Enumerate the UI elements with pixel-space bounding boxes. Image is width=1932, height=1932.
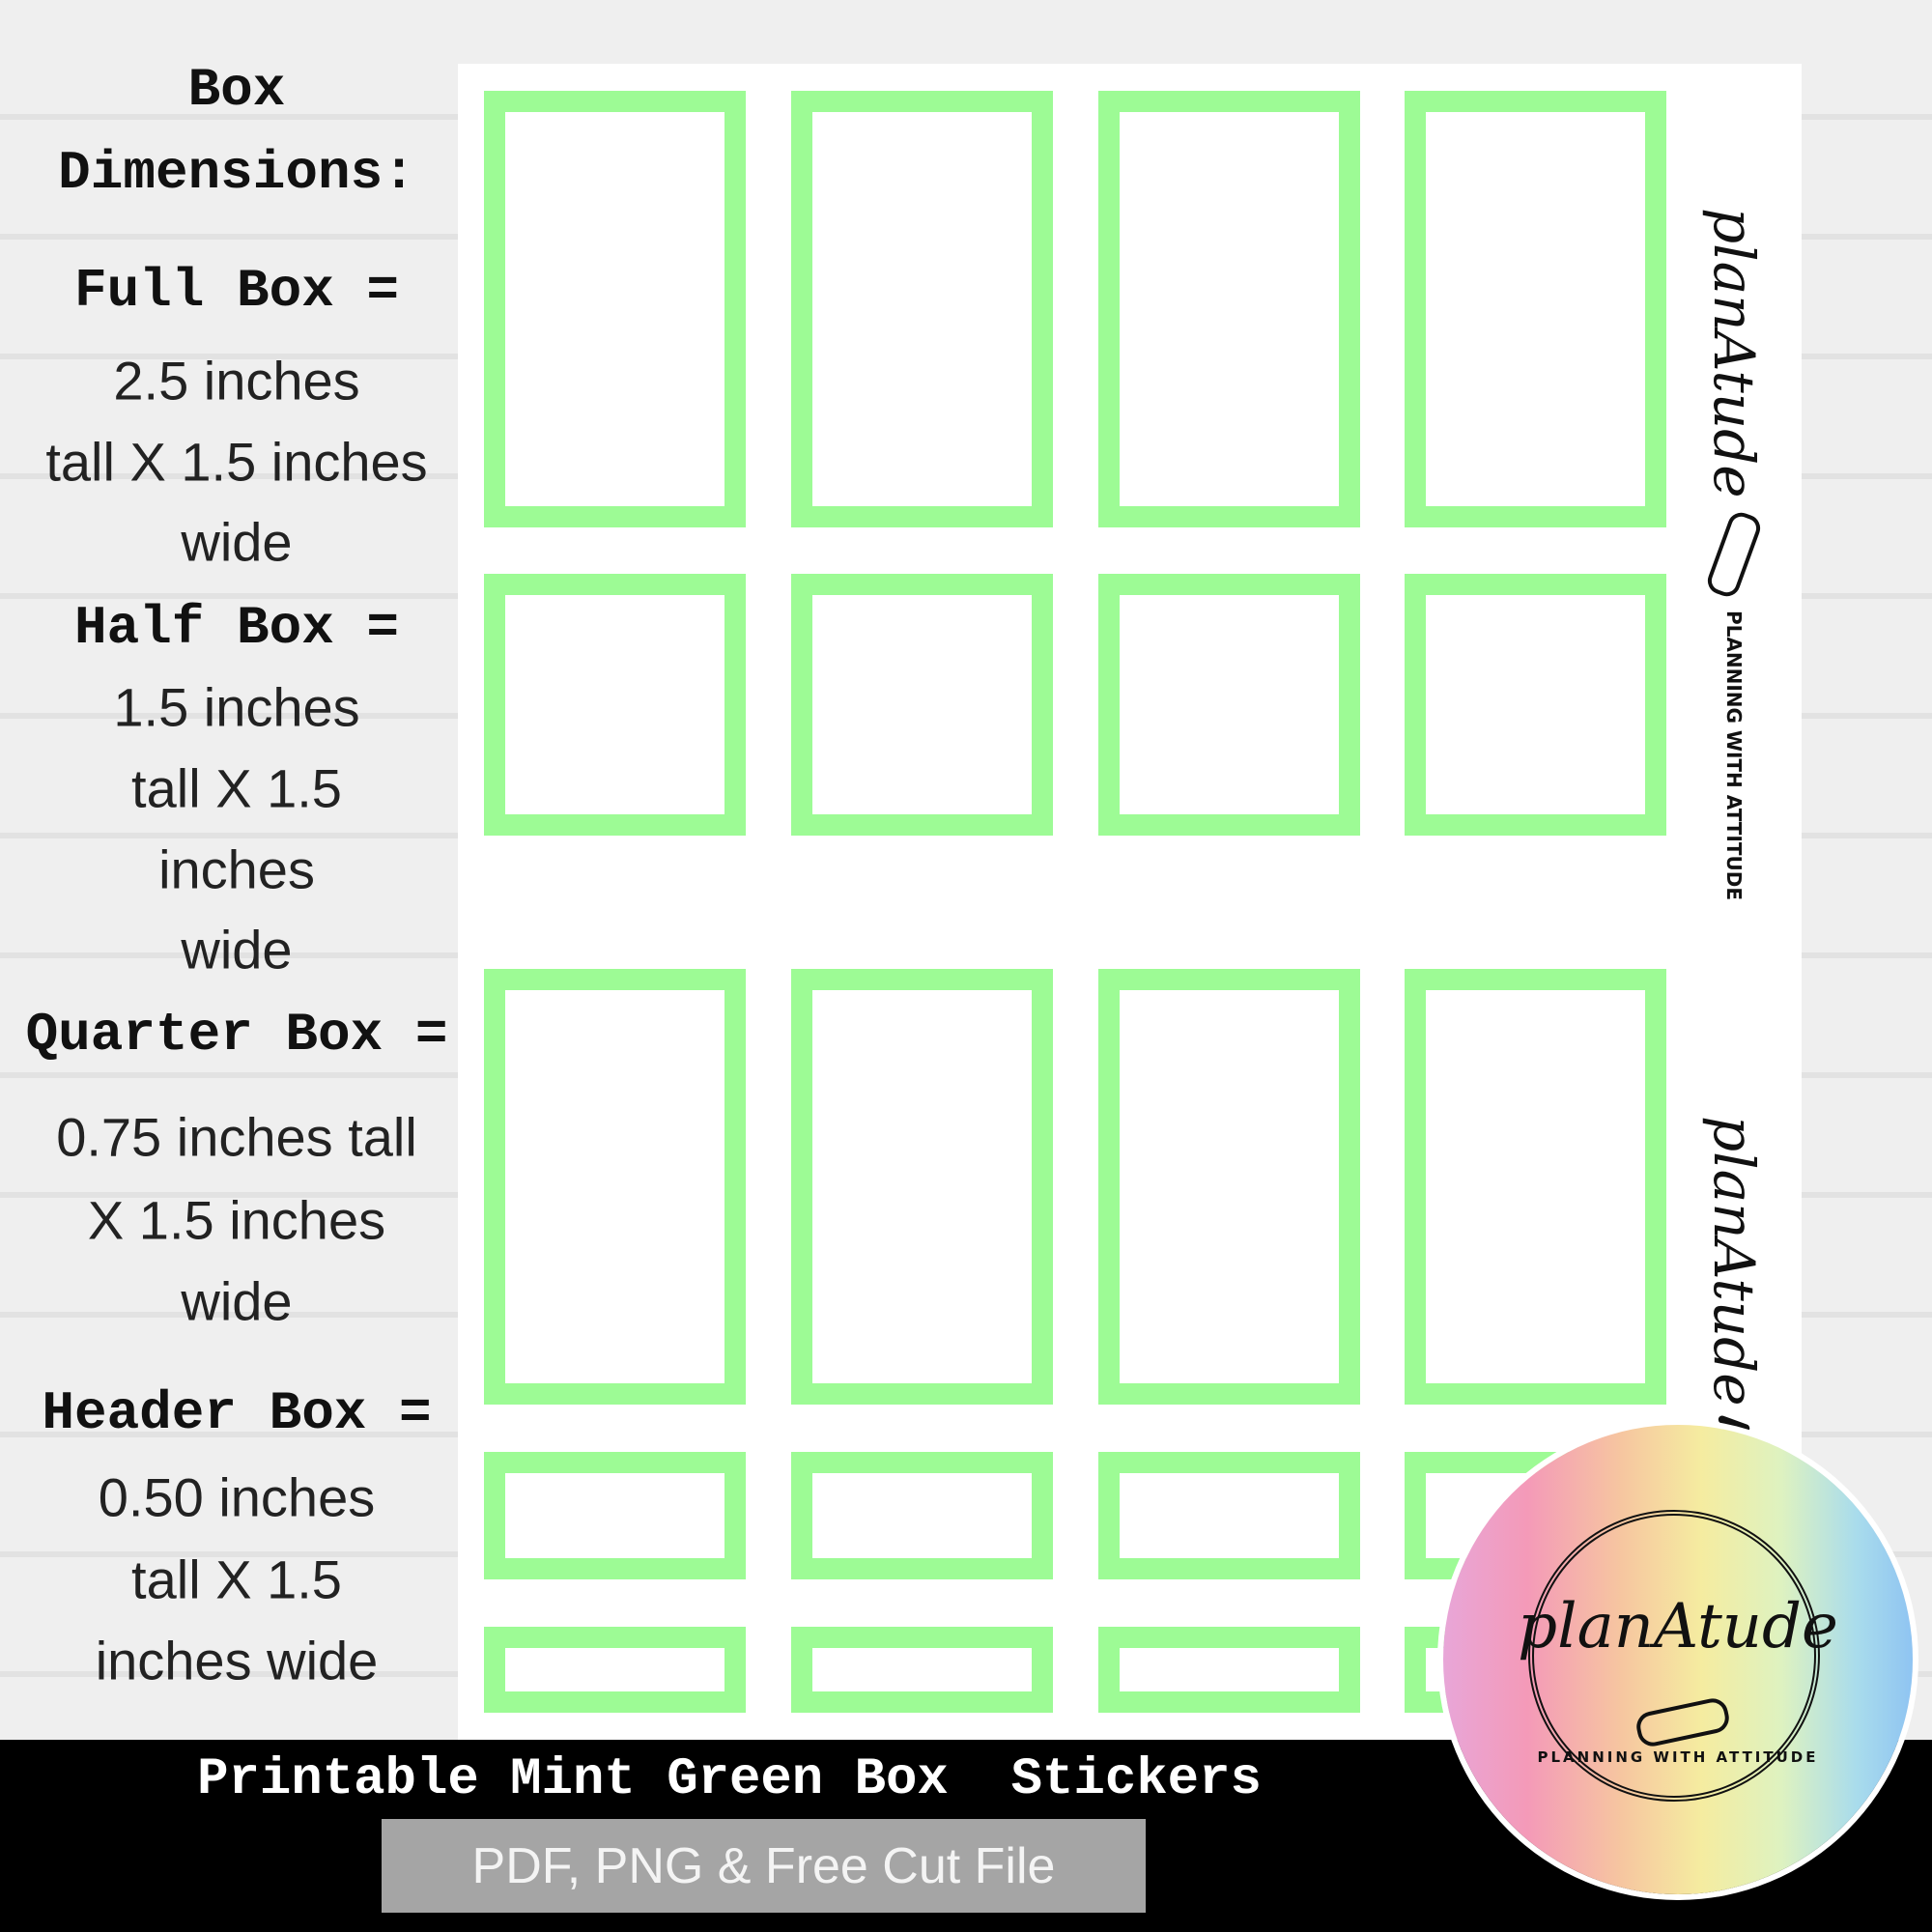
quarter-box-sticker xyxy=(791,1452,1053,1579)
logo-tagline: PLANNING WITH ATTITUDE xyxy=(1537,1748,1819,1766)
side-logo-script: planAtude xyxy=(1701,1116,1767,1406)
dimension-text: 0.75 inches tall xyxy=(56,1106,417,1168)
quarter-box-sticker xyxy=(484,1452,746,1579)
full-box-sticker xyxy=(791,969,1053,1405)
half-box-sticker xyxy=(484,574,746,836)
banner-subtitle: PDF, PNG & Free Cut File xyxy=(382,1819,1146,1913)
side-logo-tagline: PLANNING WITH ATTITUDE xyxy=(1722,610,1746,900)
dimension-text: 2.5 inches xyxy=(113,350,360,412)
header-box-sticker xyxy=(791,1627,1053,1713)
brand-logo: planAtude PLANNING WITH ATTITUDE xyxy=(1443,1425,1913,1894)
dimension-text: tall X 1.5 inches xyxy=(45,431,428,493)
dimension-text: inches xyxy=(158,838,315,900)
full-box-sticker xyxy=(1098,91,1360,527)
dimension-text: wide xyxy=(181,919,293,980)
full-box-sticker xyxy=(1405,969,1666,1405)
dimension-text: wide xyxy=(181,511,293,573)
full-box-sticker xyxy=(484,969,746,1405)
dimension-heading: Header Box = xyxy=(42,1382,432,1444)
half-box-sticker xyxy=(1405,574,1666,836)
dimension-text: wide xyxy=(181,1270,293,1332)
dimension-heading: Full Box = xyxy=(73,260,400,322)
full-box-sticker xyxy=(791,91,1053,527)
full-box-sticker xyxy=(1098,969,1360,1405)
paperclip-icon xyxy=(1703,508,1765,600)
dimension-heading: Quarter Box = xyxy=(25,1004,448,1065)
banner-title: Printable Mint Green Box Stickers xyxy=(197,1750,1262,1809)
logo-script: planAtude xyxy=(1518,1591,1838,1662)
header-box-sticker xyxy=(484,1627,746,1713)
dimension-heading: Half Box = xyxy=(73,597,400,659)
dimension-text: X 1.5 inches xyxy=(87,1189,386,1251)
dimension-heading: Dimensions: xyxy=(58,142,415,204)
side-logo-script: planAtude xyxy=(1701,208,1767,498)
dimension-text: tall X 1.5 xyxy=(131,1548,342,1610)
dimension-text: tall X 1.5 xyxy=(131,757,342,819)
dimension-heading: Box xyxy=(187,59,286,121)
full-box-sticker xyxy=(484,91,746,527)
dimension-text: 1.5 inches xyxy=(113,676,360,738)
half-box-sticker xyxy=(1098,574,1360,836)
side-logo-bottom: planAtude PLANNING WITH ATTITUDE xyxy=(1686,1116,1782,1435)
quarter-box-sticker xyxy=(1098,1452,1360,1579)
header-box-sticker xyxy=(1098,1627,1360,1713)
logo-ring xyxy=(1528,1510,1820,1802)
side-logo-top: planAtude PLANNING WITH ATTITUDE xyxy=(1686,208,1782,900)
full-box-sticker xyxy=(1405,91,1666,527)
half-box-sticker xyxy=(791,574,1053,836)
dimension-text: inches wide xyxy=(95,1630,379,1691)
dimension-text: 0.50 inches xyxy=(98,1466,376,1528)
